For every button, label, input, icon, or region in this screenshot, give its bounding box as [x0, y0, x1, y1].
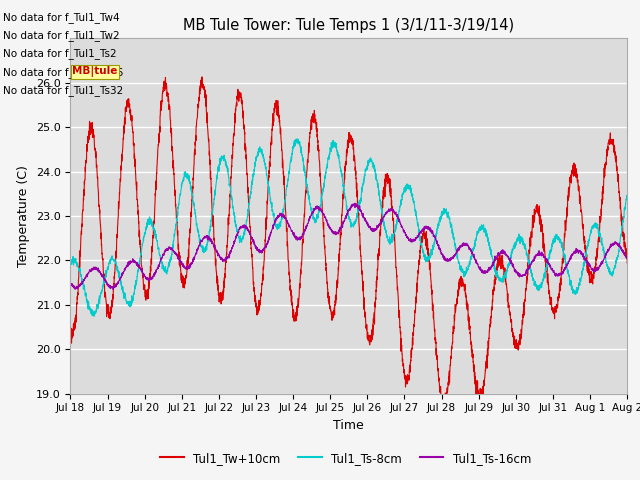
Text: No data for f_Tul1_Ts2: No data for f_Tul1_Ts2	[3, 48, 117, 60]
Line: Tul1_Ts-16cm: Tul1_Ts-16cm	[70, 203, 627, 289]
Tul1_Tw+10cm	[67, 332, 74, 338]
Tul1_Ts-16cm	[280, 214, 288, 220]
Text: No data for f_Tul1_Ts32: No data for f_Tul1_Ts32	[3, 85, 124, 96]
Tul1_Ts-16cm	[109, 287, 117, 292]
Tul1_Tw+10cm	[440, 405, 447, 411]
Tul1_Ts-8cm	[163, 268, 171, 274]
Tul1_Ts-8cm	[90, 313, 98, 319]
Line: Tul1_Tw+10cm: Tul1_Tw+10cm	[70, 77, 627, 408]
Legend: Tul1_Tw+10cm, Tul1_Ts-8cm, Tul1_Ts-16cm: Tul1_Tw+10cm, Tul1_Ts-8cm, Tul1_Ts-16cm	[156, 447, 536, 469]
Tul1_Ts-8cm	[280, 204, 288, 210]
Text: No data for f_Tul1_Tw4: No data for f_Tul1_Tw4	[3, 12, 120, 23]
Tul1_Tw+10cm	[612, 168, 620, 173]
Tul1_Ts-8cm	[305, 190, 312, 196]
Tul1_Ts-8cm	[553, 234, 561, 240]
Tul1_Tw+10cm	[163, 93, 171, 99]
Tul1_Ts-16cm	[305, 219, 312, 225]
Tul1_Ts-8cm	[131, 291, 138, 297]
Tul1_Ts-8cm	[293, 136, 301, 142]
Tul1_Ts-16cm	[131, 259, 138, 265]
Tul1_Tw+10cm	[623, 260, 631, 266]
Tul1_Tw+10cm	[305, 151, 312, 157]
Line: Tul1_Ts-8cm: Tul1_Ts-8cm	[70, 139, 627, 316]
Text: No data for f_Tul1_Tw2: No data for f_Tul1_Tw2	[3, 30, 120, 41]
Y-axis label: Temperature (C): Temperature (C)	[17, 165, 30, 267]
Tul1_Tw+10cm	[198, 74, 206, 80]
X-axis label: Time: Time	[333, 419, 364, 432]
Tul1_Tw+10cm	[280, 173, 288, 179]
Tul1_Ts-16cm	[351, 200, 358, 206]
Title: MB Tule Tower: Tule Temps 1 (3/1/11-3/19/14): MB Tule Tower: Tule Temps 1 (3/1/11-3/19…	[183, 18, 515, 33]
Text: MB|tule: MB|tule	[72, 66, 118, 77]
Tul1_Ts-16cm	[553, 272, 561, 278]
Tul1_Ts-16cm	[67, 280, 74, 286]
Tul1_Ts-16cm	[163, 246, 171, 252]
Tul1_Ts-8cm	[612, 255, 620, 261]
Tul1_Tw+10cm	[553, 303, 561, 309]
Tul1_Ts-8cm	[67, 263, 74, 268]
Text: No data for f_Tul1_Ts16: No data for f_Tul1_Ts16	[3, 67, 124, 78]
Tul1_Tw+10cm	[130, 140, 138, 146]
Tul1_Ts-16cm	[612, 241, 620, 247]
Tul1_Ts-8cm	[623, 193, 631, 199]
Tul1_Ts-16cm	[623, 255, 631, 261]
